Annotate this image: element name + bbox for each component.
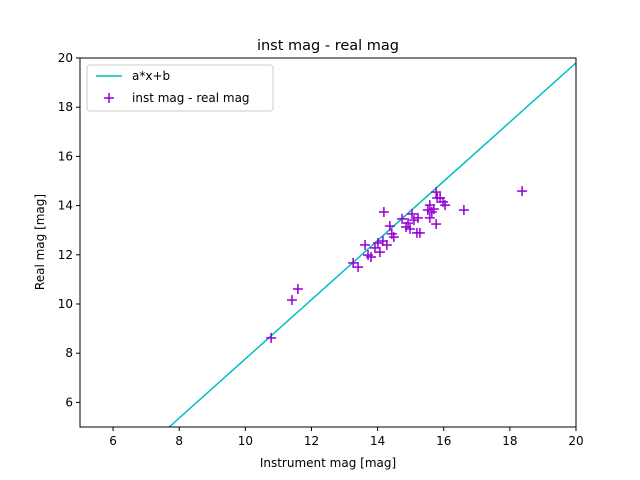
data-point — [381, 239, 392, 250]
plot-frame — [79, 57, 577, 428]
legend-scatter-label: inst mag - real mag — [132, 91, 250, 105]
y-tick-label: 8 — [65, 346, 73, 360]
data-point — [378, 206, 389, 217]
x-tick-label: 16 — [436, 434, 451, 448]
data-point — [388, 232, 399, 243]
x-tick-label: 6 — [109, 434, 117, 448]
data-point — [412, 212, 423, 223]
data-point — [428, 204, 439, 215]
x-axis-label: Instrument mag [mag] — [260, 456, 396, 470]
legend: a*x+b inst mag - real mag — [86, 64, 274, 112]
data-point — [384, 221, 395, 232]
data-point — [286, 295, 297, 306]
data-point — [431, 187, 442, 198]
data-point — [266, 332, 277, 343]
y-tick-label: 14 — [58, 199, 73, 213]
data-point — [414, 227, 425, 238]
y-tick-label: 20 — [58, 51, 73, 65]
x-tick-label: 10 — [238, 434, 253, 448]
chart-title: inst mag - real mag — [257, 38, 399, 54]
x-tick-label: 20 — [568, 434, 583, 448]
data-point — [405, 223, 416, 234]
legend-line-label: a*x+b — [132, 69, 170, 83]
data-point — [374, 247, 385, 258]
y-tick-label: 12 — [58, 248, 73, 262]
data-point — [431, 219, 442, 230]
y-tick-label: 6 — [65, 395, 73, 409]
x-tick-label: 18 — [502, 434, 517, 448]
data-point — [365, 252, 376, 263]
y-tick-label: 18 — [58, 100, 73, 114]
fit-line — [168, 62, 576, 427]
data-point — [517, 186, 528, 197]
data-point — [360, 239, 371, 250]
y-tick-label: 10 — [58, 297, 73, 311]
y-axis-label: Real mag [mag] — [33, 194, 47, 290]
data-point — [348, 257, 359, 268]
data-point — [406, 208, 417, 219]
data-point — [424, 212, 435, 223]
data-point — [372, 237, 383, 248]
data-point — [403, 218, 414, 229]
legend-scatter-swatch — [104, 93, 114, 103]
data-point — [353, 262, 364, 273]
data-point — [458, 205, 469, 216]
data-point — [292, 283, 303, 294]
x-tick-label: 14 — [370, 434, 385, 448]
data-point — [440, 200, 451, 211]
data-point — [397, 213, 408, 224]
x-tick-label: 12 — [304, 434, 319, 448]
y-tick-label: 16 — [58, 149, 73, 163]
x-tick-label: 8 — [175, 434, 183, 448]
